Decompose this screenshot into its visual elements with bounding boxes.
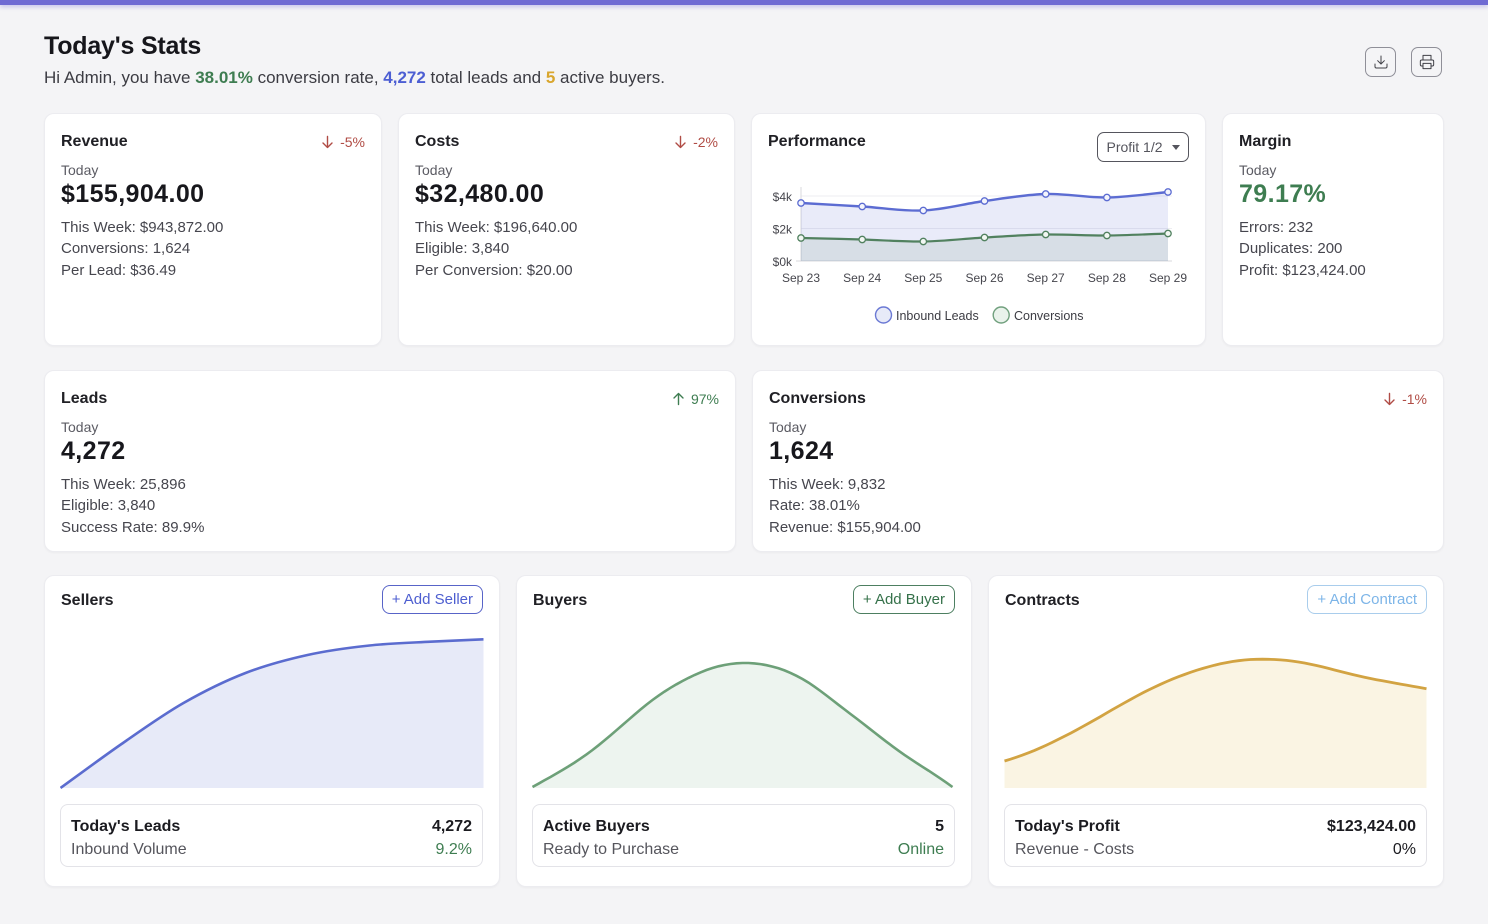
svg-text:Sep 25: Sep 25 bbox=[904, 271, 942, 285]
svg-text:$2k: $2k bbox=[773, 223, 793, 237]
svg-text:Conversions: Conversions bbox=[1014, 309, 1083, 323]
svg-text:Inbound Leads: Inbound Leads bbox=[896, 309, 979, 323]
svg-text:Sep 26: Sep 26 bbox=[965, 271, 1003, 285]
svg-text:Sep 24: Sep 24 bbox=[843, 271, 881, 285]
svg-text:$0k: $0k bbox=[773, 255, 793, 269]
svg-text:$4k: $4k bbox=[773, 190, 793, 204]
svg-text:Sep 23: Sep 23 bbox=[782, 271, 820, 285]
svg-text:Sep 28: Sep 28 bbox=[1088, 271, 1126, 285]
svg-text:Sep 27: Sep 27 bbox=[1027, 271, 1065, 285]
svg-text:Sep 29: Sep 29 bbox=[1149, 271, 1187, 285]
